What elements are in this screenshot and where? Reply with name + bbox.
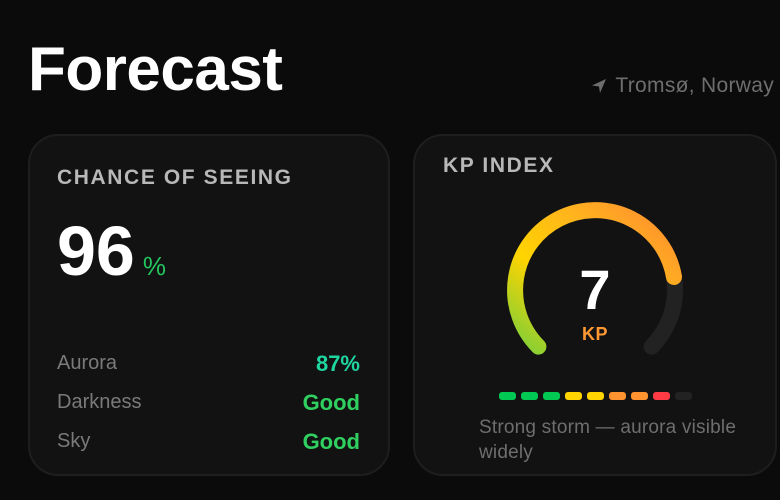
metric-value: Good [302,428,360,454]
card-title: CHANCE OF SEEING [57,166,293,189]
kp-segment [499,392,516,400]
metric-row-darkness: Darkness Good [57,383,360,422]
kp-index-card: KP INDEX 7 KP Stron [413,134,777,476]
kp-segment [631,392,648,400]
chance-value: 96 % [57,216,166,286]
metric-label: Sky [57,430,91,452]
metrics-list: Aurora 87% Darkness Good Sky Good [57,344,360,461]
kp-segment [675,392,692,400]
kp-segment [587,392,604,400]
gauge-arc-icon [507,202,683,355]
kp-gauge: 7 KP [495,200,695,380]
kp-segment [543,392,560,400]
page-title: Forecast [28,35,283,104]
card-title: KP INDEX [443,154,555,177]
metric-value: Good [302,389,360,415]
metric-row-aurora: Aurora 87% [57,344,360,383]
kp-unit: KP [581,324,608,344]
metric-label: Aurora [57,352,118,374]
kp-segment [565,392,582,400]
kp-value: 7 [579,258,611,321]
location-arrow-icon [592,79,607,93]
kp-segment [653,392,670,400]
chance-unit: % [142,251,166,281]
location-label: Tromsø, Norway [615,74,774,97]
kp-description: Strong storm — aurora visible widely [479,417,737,463]
metric-label: Darkness [57,391,142,413]
metric-value: 87% [315,350,360,376]
kp-segment [521,392,538,400]
metric-row-sky: Sky Good [57,422,360,461]
kp-segment [609,392,626,400]
kp-scale-segments [499,392,692,400]
chance-number: 96 [57,212,135,290]
location-selector[interactable]: Tromsø, Norway [591,74,774,98]
chance-of-seeing-card: CHANCE OF SEEING 96 % Aurora 87% Darknes… [28,134,390,476]
